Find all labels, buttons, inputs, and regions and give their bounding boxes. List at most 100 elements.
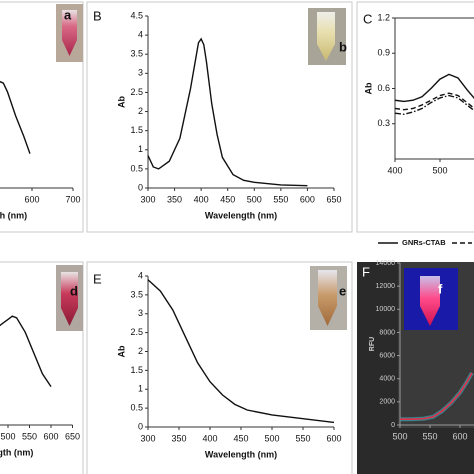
x-tick-label: 550: [273, 194, 288, 204]
y-tick-label: 0.5: [130, 403, 143, 413]
x-tick-label: 500: [432, 165, 447, 175]
x-tick-label: 400: [387, 165, 402, 175]
panel-frame: [86, 261, 353, 474]
inset-photo: [310, 266, 347, 330]
series-line: [0, 80, 31, 154]
x-tick-label: 650: [326, 194, 341, 204]
y-tick-label: 3: [138, 308, 143, 318]
y-tick-label: 12000: [376, 283, 396, 290]
x-axis-label: Wavelength (nm): [205, 449, 277, 459]
x-tick-label: 300: [140, 194, 155, 204]
series-line: [400, 372, 473, 421]
chart-panel: 600 700 Wavelength (nm): [0, 80, 81, 220]
panel-frame: [0, 1, 84, 233]
x-axis-label: Wavelength (nm): [0, 447, 33, 457]
x-tick-label: 450: [233, 433, 248, 443]
series-line: [0, 315, 52, 387]
chart-panel: 4005006000.30.60.91.2Ab: [363, 12, 474, 175]
x-tick-label: 550: [295, 433, 310, 443]
x-tick-label: 600: [326, 433, 341, 443]
inset-label: f: [438, 281, 443, 296]
x-tick-label: 400: [194, 194, 209, 204]
y-tick-label: 0: [391, 422, 395, 429]
series-line: [394, 94, 474, 116]
y-tick-label: 2.5: [130, 327, 143, 337]
panel-frame: [0, 261, 84, 474]
panel-label: C: [363, 11, 372, 26]
y-tick-label: 8000: [379, 329, 395, 336]
x-tick-label: 600: [24, 194, 39, 204]
y-tick-label: 1: [138, 384, 143, 394]
y-tick-label: 2: [138, 346, 143, 356]
inset-photo: [308, 8, 346, 65]
x-tick-label: 500: [0, 431, 15, 441]
y-tick-label: 0.9: [377, 48, 390, 58]
x-tick-label: 400: [202, 433, 217, 443]
panel-label: F: [362, 264, 370, 279]
panel-label: B: [93, 8, 102, 23]
inset-label: b: [339, 39, 347, 54]
y-tick-label: 6000: [379, 352, 395, 359]
y-tick-label: 2: [138, 106, 143, 116]
x-tick-label: 600: [300, 194, 315, 204]
y-tick-label: 0.5: [130, 163, 143, 173]
y-axis-label: Ab: [116, 345, 126, 357]
x-tick-label: 600: [452, 431, 467, 441]
x-tick-label: 500: [392, 431, 407, 441]
x-tick-label: 700: [65, 194, 80, 204]
y-axis-label: Ab: [116, 96, 126, 108]
y-tick-label: 1: [138, 144, 143, 154]
x-tick-label: 550: [22, 431, 37, 441]
y-tick-label: 4.5: [130, 10, 143, 20]
y-tick-label: 0.6: [377, 83, 390, 93]
y-tick-label: 0: [138, 421, 143, 431]
x-tick-label: 350: [171, 433, 186, 443]
y-tick-label: 14000: [376, 260, 396, 267]
y-tick-label: 10000: [376, 306, 396, 313]
inset-label: d: [70, 283, 78, 298]
series-line: [147, 279, 335, 424]
x-tick-label: 350: [167, 194, 182, 204]
series-line: [394, 92, 474, 111]
y-tick-label: 1.5: [130, 125, 143, 135]
y-tick-label: 4: [138, 29, 143, 39]
series-line: [394, 73, 474, 103]
y-axis-label: Ab: [363, 82, 373, 94]
y-tick-label: 4000: [379, 376, 395, 383]
inset-label: a: [64, 7, 72, 22]
chart-panel: 500 550 600 650 Wavelength (nm): [0, 315, 80, 457]
x-tick-label: 500: [247, 194, 262, 204]
panel-frame: [356, 1, 474, 233]
x-tick-label: 450: [220, 194, 235, 204]
chart-panel: 500 550 6000200040006000800010000120001400…: [369, 260, 474, 441]
chart-panel: 300 350 400 450 500 550 600 650 0 0.5 1 1.5 2 2.5 3 3.5…: [116, 10, 341, 220]
y-tick-label: 0.3: [377, 118, 390, 128]
legend-label: GNRs-CTAB: [402, 238, 446, 247]
chart-panel: 300 350 400 450 500 550 600 0 0.5 1 1.5 2 2.5 3 3.5 4 Wa…: [116, 270, 341, 459]
inset-photo: [404, 268, 458, 330]
x-tick-label: 600: [43, 431, 58, 441]
inset-photo: [56, 4, 83, 62]
y-tick-label: 3: [138, 68, 143, 78]
y-tick-label: 3.5: [130, 289, 143, 299]
plot-frame: [394, 17, 474, 160]
panel-label: E: [93, 271, 102, 286]
y-tick-label: 2.5: [130, 87, 143, 97]
x-axis-label: Wavelength (nm): [0, 210, 27, 220]
x-tick-label: 300: [140, 433, 155, 443]
y-tick-label: 1.2: [377, 12, 390, 22]
x-tick-label: 500: [264, 433, 279, 443]
inset-label: e: [339, 283, 346, 298]
inset-photo: [56, 265, 83, 331]
y-axis-label: RFU: [369, 337, 376, 351]
x-tick-label: 650: [65, 431, 80, 441]
x-tick-label: 550: [422, 431, 437, 441]
x-axis-label: Wavelength (nm): [205, 210, 277, 220]
y-tick-label: 4: [138, 270, 143, 280]
y-tick-label: 3.5: [130, 49, 143, 59]
series-line: [147, 37, 308, 187]
y-tick-label: 2000: [379, 399, 395, 406]
panel-frame: [86, 1, 353, 233]
y-tick-label: 1.5: [130, 365, 143, 375]
